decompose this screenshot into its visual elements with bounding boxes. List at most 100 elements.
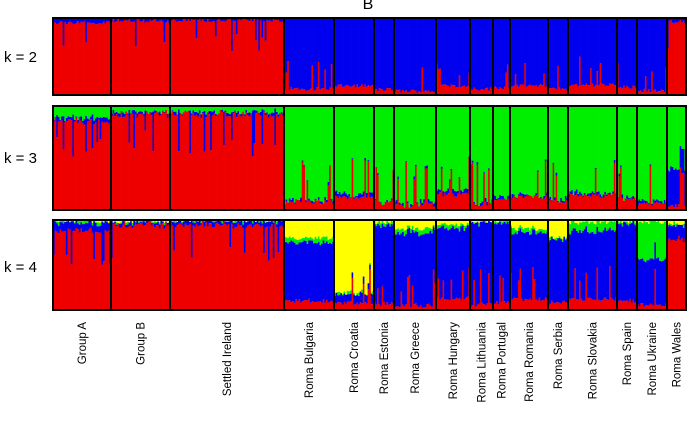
admixture-bar bbox=[387, 220, 390, 223]
admixture-bar bbox=[67, 228, 70, 310]
admixture-bar bbox=[662, 203, 665, 210]
admixture-bar bbox=[375, 167, 378, 210]
admixture-bar bbox=[72, 156, 75, 210]
admixture-bar bbox=[607, 194, 610, 210]
admixture-bar bbox=[448, 179, 451, 181]
admixture-bar bbox=[57, 233, 60, 310]
admixture-bar bbox=[682, 20, 685, 95]
admixture-bar bbox=[513, 297, 516, 310]
admixture-bar bbox=[662, 18, 665, 91]
admixture-bar bbox=[114, 22, 117, 95]
admixture-bar bbox=[544, 220, 547, 231]
admixture-bar bbox=[378, 88, 381, 95]
admixture-bar bbox=[235, 222, 238, 227]
admixture-bar bbox=[522, 300, 525, 310]
admixture-bar bbox=[541, 233, 544, 301]
admixture-bar bbox=[214, 113, 217, 116]
admixture-bar bbox=[150, 18, 153, 22]
admixture-bar bbox=[82, 221, 84, 225]
admixture-bar bbox=[381, 286, 384, 310]
admixture-bar bbox=[626, 221, 629, 225]
admixture-bar bbox=[586, 106, 589, 194]
admixture-bar bbox=[160, 114, 163, 210]
admixture-bar bbox=[292, 301, 295, 310]
admixture-bar bbox=[78, 117, 81, 119]
admixture-bar bbox=[447, 18, 450, 86]
admixture-bar bbox=[300, 220, 303, 240]
admixture-bar bbox=[500, 224, 503, 302]
admixture-bar bbox=[630, 18, 633, 89]
admixture-bar bbox=[325, 202, 328, 210]
admixture-bar bbox=[187, 110, 190, 210]
admixture-bar bbox=[348, 85, 351, 95]
admixture-bar bbox=[591, 193, 594, 210]
admixture-bar bbox=[552, 87, 555, 95]
admixture-bar bbox=[618, 220, 621, 223]
admixture-bar bbox=[543, 220, 546, 230]
admixture-bar bbox=[176, 18, 179, 22]
admixture-bar bbox=[176, 221, 179, 226]
admixture-bar bbox=[555, 302, 558, 310]
admixture-bar bbox=[652, 199, 655, 202]
admixture-bar bbox=[596, 220, 599, 227]
admixture-bar bbox=[218, 18, 221, 96]
admixture-bar bbox=[544, 86, 547, 95]
admixture-bar bbox=[541, 18, 544, 86]
admixture-bar bbox=[572, 298, 575, 310]
admixture-bar bbox=[530, 195, 533, 210]
admixture-bar bbox=[163, 228, 166, 310]
admixture-bar bbox=[423, 106, 426, 200]
admixture-bar bbox=[395, 220, 398, 230]
admixture-bar bbox=[122, 106, 125, 113]
admixture-bar bbox=[296, 244, 299, 302]
admixture-bar bbox=[370, 106, 373, 193]
admixture-bar bbox=[163, 18, 166, 43]
admixture-bar bbox=[243, 116, 246, 210]
admixture-bar bbox=[267, 18, 270, 21]
admixture-bar bbox=[427, 233, 430, 304]
admixture-bar bbox=[398, 18, 401, 90]
admixture-bar bbox=[359, 106, 362, 194]
admixture-bar bbox=[429, 228, 432, 231]
admixture-bar bbox=[532, 220, 535, 226]
admixture-bar bbox=[356, 302, 359, 310]
admixture-bar bbox=[146, 111, 149, 113]
admixture-bar bbox=[519, 192, 522, 196]
admixture-bar bbox=[234, 110, 237, 112]
admixture-bar bbox=[106, 106, 109, 118]
admixture-bar bbox=[649, 164, 652, 166]
admixture-bar bbox=[186, 111, 189, 210]
admixture-bar bbox=[61, 120, 64, 210]
admixture-bar bbox=[620, 300, 622, 310]
admixture-bar bbox=[557, 65, 560, 95]
admixture-bar bbox=[596, 71, 599, 95]
admixture-bar bbox=[519, 225, 522, 229]
admixture-bar bbox=[571, 189, 574, 195]
admixture-bar bbox=[621, 220, 624, 223]
admixture-bar bbox=[216, 20, 219, 95]
admixture-bar bbox=[287, 106, 290, 203]
admixture-bar bbox=[602, 18, 605, 85]
admixture-bar bbox=[146, 222, 149, 310]
admixture-bar bbox=[280, 18, 283, 22]
admixture-bar bbox=[602, 84, 605, 95]
admixture-bar bbox=[155, 221, 158, 223]
admixture-bar bbox=[418, 206, 421, 207]
admixture-bar bbox=[150, 21, 153, 95]
admixture-bar bbox=[342, 294, 344, 296]
admixture-bar bbox=[107, 220, 110, 223]
admixture-bar bbox=[514, 197, 517, 210]
admixture-bar bbox=[654, 18, 657, 90]
admixture-bar bbox=[375, 220, 378, 224]
admixture-bar bbox=[62, 18, 65, 46]
admixture-bar bbox=[354, 87, 357, 95]
admixture-bar bbox=[375, 89, 378, 95]
admixture-bar bbox=[381, 205, 384, 210]
admixture-bar bbox=[192, 220, 195, 223]
admixture-bar bbox=[80, 120, 83, 210]
admixture-bar bbox=[558, 238, 561, 303]
admixture-bar bbox=[234, 222, 237, 227]
admixture-bar bbox=[588, 195, 591, 210]
admixture-bar bbox=[544, 161, 547, 210]
admixture-bar bbox=[419, 202, 422, 210]
